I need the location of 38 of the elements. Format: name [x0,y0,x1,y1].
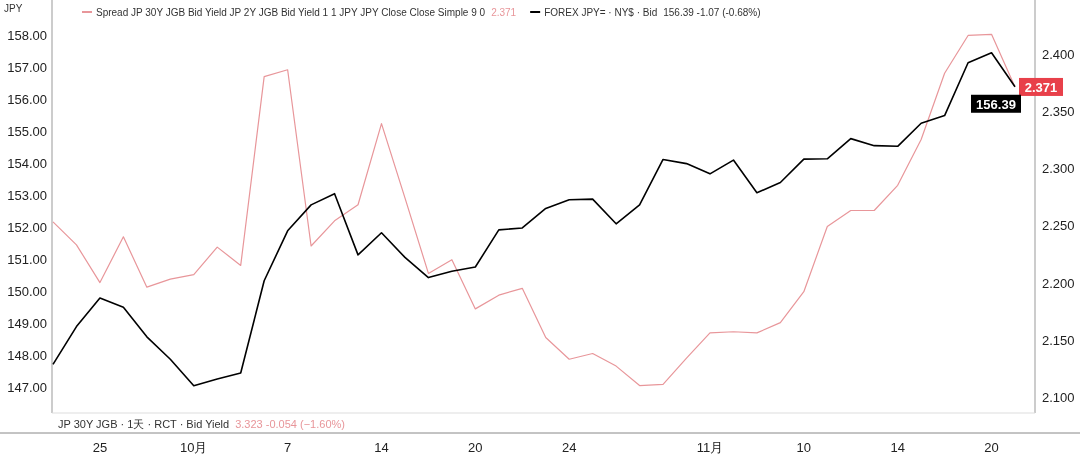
y-tick-label: 147.00 [7,380,47,396]
y-tick-label: 152.00 [7,220,47,236]
text: JP 30Y JGB · 1天 · RCT · Bid Yield [58,418,230,430]
y-tick-label: 148.00 [7,348,47,364]
legend-label: Spread JP 30Y JGB Bid Yield JP 2Y JGB Bid Yield 1 1 JPY JPY Close Close Simple 9 0 [96,7,486,18]
y-tick-label: 150.00 [7,284,47,300]
y2-tick-label: 2.300 [1042,161,1075,177]
y-tick-label: 153.00 [7,188,47,204]
y-tick-label: 154.00 [7,156,47,172]
data-label: 2.371 [1024,79,1058,95]
x-tick-label: 20 [984,440,999,455]
x-tick-label: 25 [92,440,108,455]
y-tick-label: 156.00 [7,92,47,108]
y2-tick-label: 2.350 [1042,103,1075,119]
legend-label: FOREX JPY= · NY$ · Bid [544,7,658,18]
y2-tick-label: 2.150 [1042,332,1075,348]
x-tick-label: 14 [374,440,389,455]
x-tick-label: 11月 [696,440,724,455]
y-tick-label: 149.00 [7,316,47,332]
y-tick-label: 158.00 [7,28,47,44]
y-axis-title: JPY [4,3,23,14]
y2-tick-label: 2.100 [1042,389,1075,405]
y2-tick-label: 2.200 [1042,275,1075,291]
x-tick-label: 24 [561,440,577,455]
x-tick-label: 20 [468,440,483,455]
data-label: 156.39 [976,96,1016,112]
annotation: 2.371 [491,7,517,18]
y-tick-label: 155.00 [7,124,47,140]
x-tick-label: 10 [796,440,812,455]
text: 3.323 -0.054 (−1.60%) [235,418,345,430]
x-tick-label: 10月 [180,440,208,455]
x-tick-label: 7 [284,440,292,455]
y-tick-label: 157.00 [7,60,47,76]
y-tick-label: 151.00 [7,252,47,268]
x-tick-label: 14 [890,440,905,455]
y2-tick-label: 2.250 [1042,218,1075,234]
y2-tick-label: 2.400 [1042,46,1075,62]
annotation: 156.39 -1.07 (-0.68%) [663,7,761,18]
